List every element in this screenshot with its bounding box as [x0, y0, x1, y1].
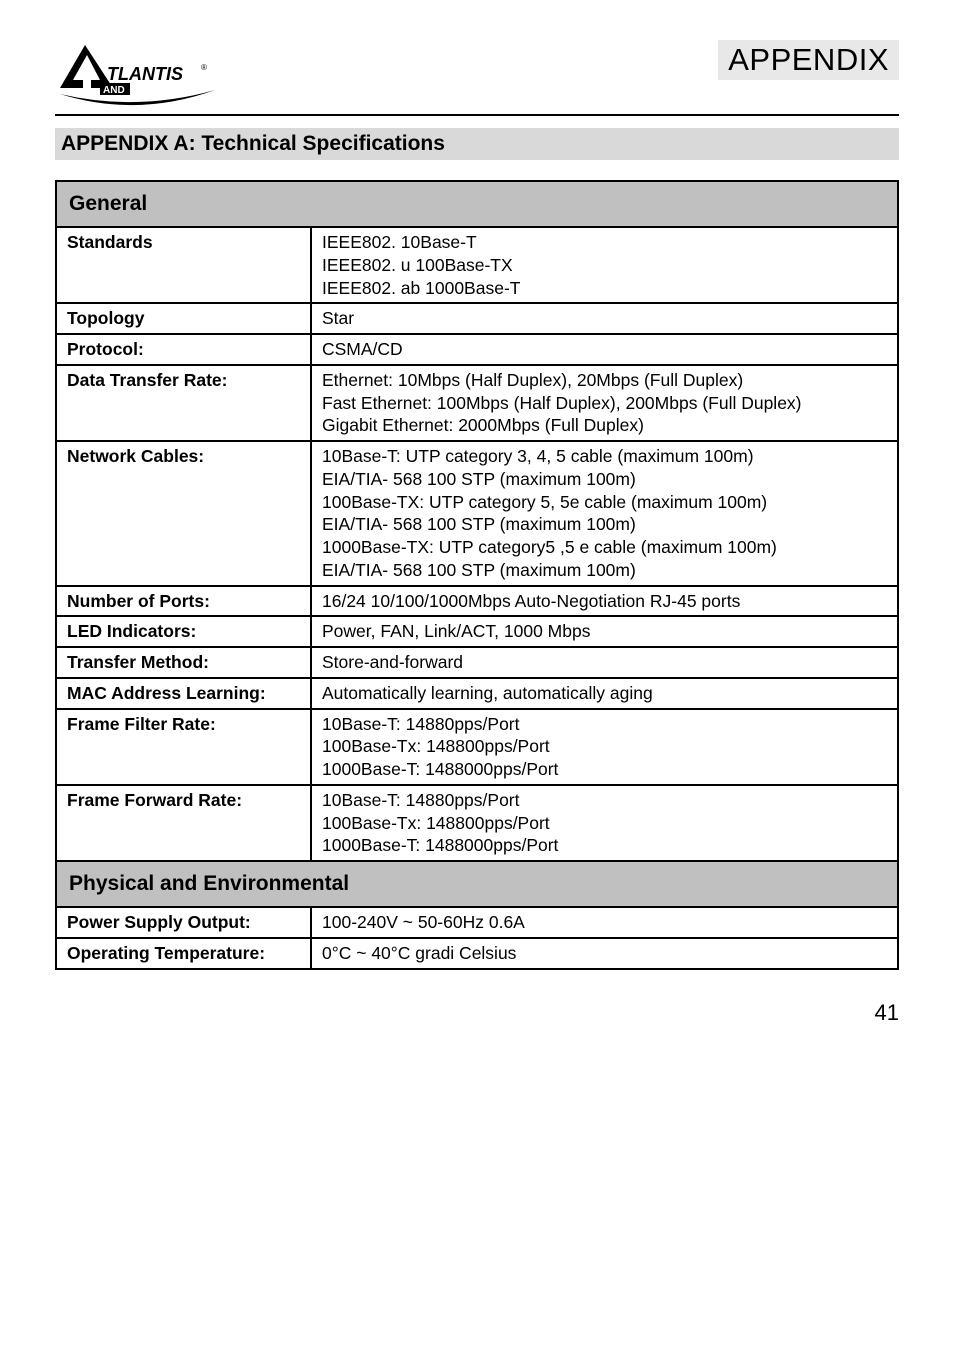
- row-label: LED Indicators:: [56, 616, 311, 647]
- row-label: Frame Forward Rate:: [56, 785, 311, 861]
- row-value: Power, FAN, Link/ACT, 1000 Mbps: [311, 616, 898, 647]
- row-label: Power Supply Output:: [56, 907, 311, 938]
- row-value: 10Base-T: 14880pps/Port100Base-Tx: 14880…: [311, 709, 898, 785]
- table-row: TopologyStar: [56, 303, 898, 334]
- table-row: StandardsIEEE802. 10Base-TIEEE802. u 100…: [56, 227, 898, 303]
- row-value: IEEE802. 10Base-TIEEE802. u 100Base-TXIE…: [311, 227, 898, 303]
- row-label: Transfer Method:: [56, 647, 311, 678]
- row-label: MAC Address Learning:: [56, 678, 311, 709]
- row-value: 0°C ~ 40°C gradi Celsius: [311, 938, 898, 969]
- row-value: Ethernet: 10Mbps (Half Duplex), 20Mbps (…: [311, 365, 898, 441]
- row-label: Standards: [56, 227, 311, 303]
- brand-sub: AND: [103, 85, 125, 96]
- row-label: Protocol:: [56, 334, 311, 365]
- table-row: Frame Forward Rate:10Base-T: 14880pps/Po…: [56, 785, 898, 861]
- row-value: 10Base-T: UTP category 3, 4, 5 cable (ma…: [311, 441, 898, 586]
- row-label: Number of Ports:: [56, 586, 311, 617]
- row-label: Data Transfer Rate:: [56, 365, 311, 441]
- page-number: 41: [55, 1000, 899, 1026]
- table-row: Frame Filter Rate:10Base-T: 14880pps/Por…: [56, 709, 898, 785]
- row-value: 100-240V ~ 50-60Hz 0.6A: [311, 907, 898, 938]
- table-row: LED Indicators:Power, FAN, Link/ACT, 100…: [56, 616, 898, 647]
- table-row: MAC Address Learning:Automatically learn…: [56, 678, 898, 709]
- row-label: Operating Temperature:: [56, 938, 311, 969]
- brand-logo: TLANTIS ® AND: [55, 40, 220, 130]
- row-label: Network Cables:: [56, 441, 311, 586]
- table-row: Data Transfer Rate:Ethernet: 10Mbps (Hal…: [56, 365, 898, 441]
- page-header: TLANTIS ® AND APPENDIX: [55, 40, 899, 130]
- row-value: Store-and-forward: [311, 647, 898, 678]
- table-row: Protocol:CSMA/CD: [56, 334, 898, 365]
- group-header-general: General: [56, 181, 898, 227]
- row-label: Topology: [56, 303, 311, 334]
- row-value: Star: [311, 303, 898, 334]
- brand-name: TLANTIS: [107, 64, 183, 84]
- table-row: Power Supply Output:100-240V ~ 50-60Hz 0…: [56, 907, 898, 938]
- row-value: 10Base-T: 14880pps/Port100Base-Tx: 14880…: [311, 785, 898, 861]
- group-header-physical: Physical and Environmental: [56, 861, 898, 907]
- svg-text:®: ®: [201, 63, 207, 72]
- row-label: Frame Filter Rate:: [56, 709, 311, 785]
- table-row: Operating Temperature:0°C ~ 40°C gradi C…: [56, 938, 898, 969]
- atlantis-logo-icon: TLANTIS ® AND: [55, 40, 220, 125]
- row-value: CSMA/CD: [311, 334, 898, 365]
- table-row: Number of Ports:16/24 10/100/1000Mbps Au…: [56, 586, 898, 617]
- table-row: Network Cables:10Base-T: UTP category 3,…: [56, 441, 898, 586]
- specs-table: General StandardsIEEE802. 10Base-TIEEE80…: [55, 180, 899, 970]
- appendix-label: APPENDIX: [718, 40, 899, 80]
- table-row: Transfer Method:Store-and-forward: [56, 647, 898, 678]
- section-title: APPENDIX A: Technical Specifications: [55, 128, 899, 160]
- row-value: Automatically learning, automatically ag…: [311, 678, 898, 709]
- row-value: 16/24 10/100/1000Mbps Auto-Negotiation R…: [311, 586, 898, 617]
